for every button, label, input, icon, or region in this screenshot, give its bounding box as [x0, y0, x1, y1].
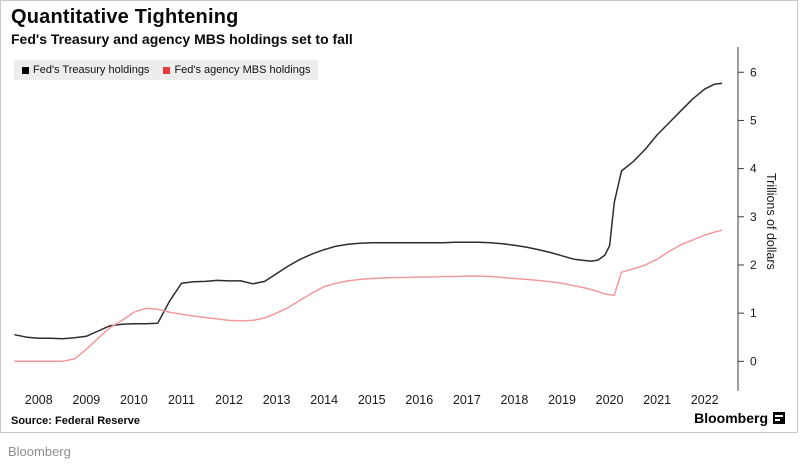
bloomberg-terminal-icon [773, 412, 785, 424]
source-note: Source: Federal Reserve [11, 415, 141, 427]
x-axis-tick-label: 2011 [168, 393, 195, 407]
y-axis-tick-label: 6 [750, 65, 757, 79]
y-axis-tick-label: 3 [750, 210, 757, 224]
legend-item-mbs: Fed's agency MBS holdings [163, 64, 310, 76]
x-axis-tick-label: 2017 [453, 393, 481, 407]
chart-plot: 0 1 2 3 4 5 6 2008 2009 2010 2011 2012 2013 2014 2015 2… [14, 47, 757, 407]
x-axis-tick-label: 2019 [548, 393, 576, 407]
series-line-treasury [14, 82, 723, 340]
x-axis-tick-label: 2009 [72, 393, 100, 407]
bloomberg-watermark: Bloomberg [8, 444, 71, 459]
x-axis-tick-label: 2015 [358, 393, 386, 407]
mbs-series-swatch-icon [163, 66, 171, 74]
chart-card: 0 1 2 3 4 5 6 2008 2009 2010 2011 2012 2013 2014 2015 2… [0, 0, 798, 433]
x-axis-tick-label: 2022 [691, 393, 719, 407]
x-axis-tick-label: 2018 [501, 393, 529, 407]
legend-label-treasury: Fed's Treasury holdings [33, 64, 150, 76]
chart-title: Quantitative Tightening [11, 6, 239, 28]
x-axis-tick-label: 2012 [215, 393, 243, 407]
y-axis-tick-label: 4 [750, 162, 757, 176]
y-axis-tick-label: 5 [750, 113, 757, 127]
y-axis-tick-label: 2 [750, 258, 757, 272]
treasury-series-swatch-icon [22, 66, 29, 74]
chart-legend: Fed's Treasury holdings Fed's agency MBS… [14, 60, 319, 80]
legend-item-treasury: Fed's Treasury holdings [22, 64, 149, 76]
legend-label-mbs: Fed's agency MBS holdings [174, 64, 311, 76]
series-line-mbs [14, 229, 723, 363]
x-axis-tick-label: 2008 [25, 393, 53, 407]
chart-subtitle: Fed's Treasury and agency MBS holdings s… [11, 31, 353, 47]
x-axis-tick-label: 2010 [120, 393, 148, 407]
x-axis-tick-label: 2014 [310, 393, 338, 407]
x-axis-tick-label: 2020 [596, 393, 624, 407]
x-axis-tick-label: 2013 [263, 393, 291, 407]
x-axis-tick-label: 2021 [643, 393, 671, 407]
y-axis-tick-label: 0 [750, 354, 757, 368]
y-axis-tick-label: 1 [750, 306, 757, 320]
bloomberg-logo-text: Bloomberg [694, 410, 768, 426]
x-axis-tick-label: 2016 [405, 393, 433, 407]
y-axis-title: Trillions of dollars [764, 172, 778, 270]
bloomberg-brand: Bloomberg [694, 410, 785, 426]
